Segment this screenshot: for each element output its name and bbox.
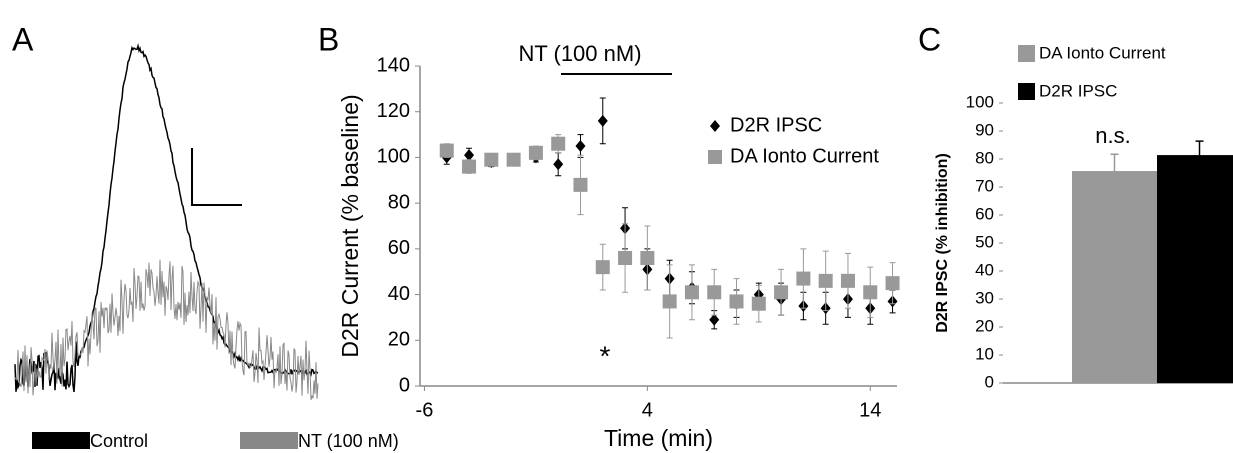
- data-point: [729, 294, 744, 309]
- data-point: [796, 271, 811, 286]
- data-point: [774, 285, 789, 300]
- panel-label: C: [918, 21, 941, 57]
- data-point: [553, 158, 564, 171]
- data-point: [462, 159, 477, 174]
- x-tick-label: -6: [416, 399, 434, 421]
- x-tick-label: 14: [859, 399, 881, 421]
- data-point: [707, 285, 722, 300]
- y-tick-label: 100: [966, 92, 994, 111]
- y-tick-label: 40: [975, 260, 994, 279]
- y-tick-label: 140: [377, 54, 410, 76]
- error-bar: [1110, 153, 1119, 172]
- data-point: [640, 251, 655, 265]
- y-tick-label: 0: [985, 372, 994, 391]
- legend-swatch: [1018, 83, 1035, 100]
- legend-label: Control: [90, 431, 148, 451]
- panel-label: B: [318, 21, 339, 57]
- y-tick-label: 20: [975, 316, 994, 335]
- error-bar: [1195, 140, 1204, 156]
- y-tick-label: 20: [388, 329, 410, 351]
- y-tick-label: 80: [975, 148, 994, 167]
- x-axis-label: Time (min): [604, 425, 713, 451]
- trace: [14, 259, 319, 401]
- data-point: [528, 145, 543, 160]
- data-point: [618, 251, 633, 265]
- y-tick-label: 80: [388, 191, 410, 213]
- legend-swatch: [240, 432, 298, 449]
- y-tick-label: 70: [975, 176, 994, 195]
- legend-label: NT (100 nM): [298, 431, 399, 451]
- x-tick-label: 4: [642, 399, 653, 421]
- significance: *: [600, 340, 611, 371]
- y-tick-label: 40: [388, 283, 410, 305]
- legend-label: DA Ionto Current: [730, 145, 879, 167]
- data-point: [595, 260, 610, 275]
- data-point: [551, 136, 566, 151]
- legend-label: DA Ionto Current: [1039, 43, 1166, 62]
- annotation: NT (100 nM): [518, 41, 641, 66]
- scale-bar: [191, 148, 242, 206]
- y-tick-label: 100: [377, 146, 410, 168]
- y-tick-label: 0: [399, 374, 410, 396]
- legend-swatch: [1018, 45, 1035, 62]
- legend-label: D2R IPSC: [1039, 81, 1117, 100]
- data-point: [662, 294, 677, 309]
- data-point: [840, 273, 855, 288]
- y-tick-label: 90: [975, 120, 994, 139]
- trace: [14, 43, 319, 393]
- data-point: [464, 149, 475, 162]
- y-tick-label: 120: [377, 100, 410, 122]
- data-point: [684, 285, 699, 300]
- data-point: [573, 177, 588, 192]
- data-point: [885, 276, 900, 291]
- data-point: [751, 296, 766, 311]
- data-point: [818, 273, 833, 288]
- data-point: [506, 152, 521, 167]
- data-point: [484, 152, 499, 167]
- data-point: [709, 313, 720, 326]
- data-point: [575, 140, 586, 152]
- legend-label: D2R IPSC: [730, 114, 822, 136]
- y-tick-label: 10: [975, 344, 994, 363]
- y-tick-label: 60: [975, 204, 994, 223]
- legend-swatch: [32, 432, 90, 449]
- bar: [1072, 171, 1157, 383]
- data-point: [439, 143, 454, 158]
- y-tick-label: 60: [388, 237, 410, 259]
- y-axis-label: D2R IPSC (% inhibition): [934, 153, 951, 333]
- data-point: [597, 114, 608, 127]
- y-tick-label: 30: [975, 288, 994, 307]
- annotation: n.s.: [1095, 123, 1130, 148]
- y-axis-label: D2R Current (% baseline): [337, 94, 363, 357]
- data-point: [863, 285, 878, 300]
- legend-marker: [710, 120, 720, 132]
- legend-marker: [708, 150, 722, 164]
- y-tick-label: 50: [975, 232, 994, 251]
- panel-label: A: [12, 21, 34, 57]
- bar: [1157, 155, 1233, 383]
